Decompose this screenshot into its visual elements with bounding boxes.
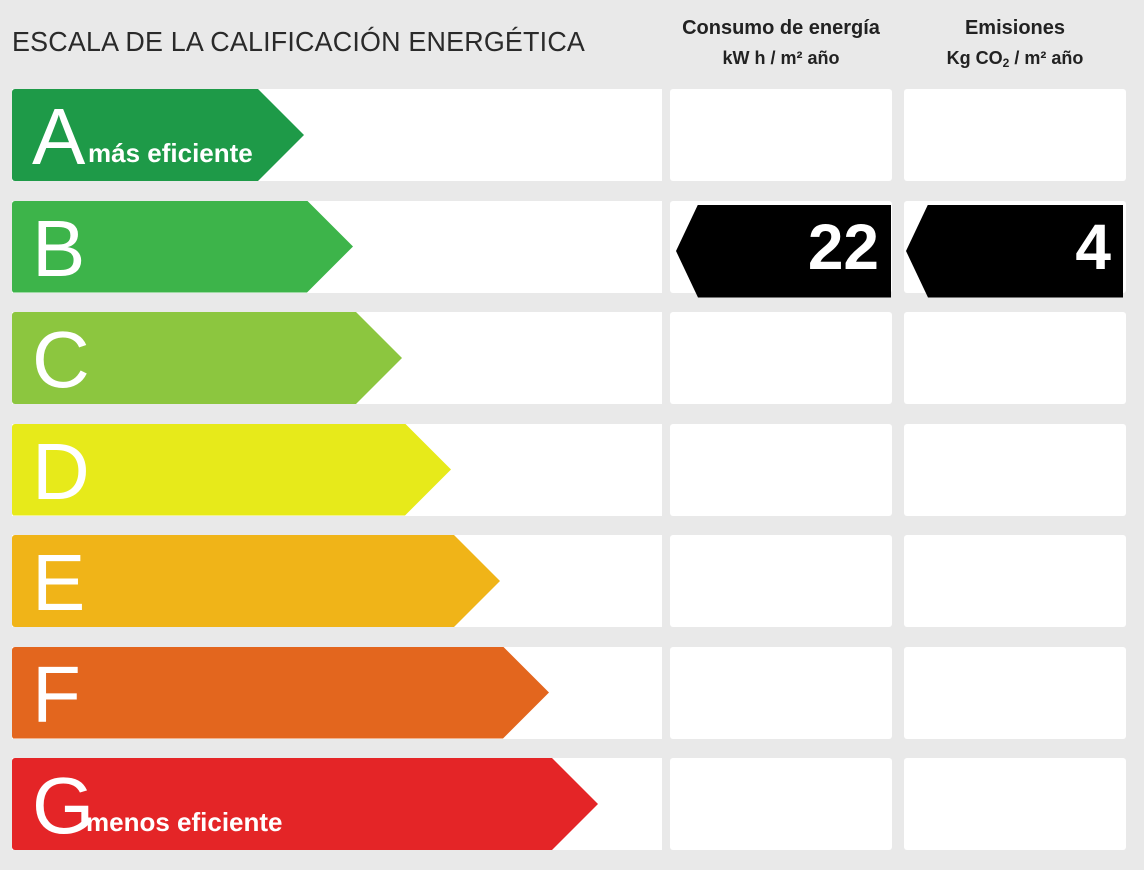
consumo-cell (670, 312, 892, 404)
emisiones-cell (904, 758, 1126, 850)
consumo-column-header: Consumo de energía kW h / m² año (670, 13, 892, 73)
emisiones-heading: Emisiones (964, 17, 1066, 39)
energy-row-b: B 22 4 (0, 200, 1144, 298)
emisiones-rating-pointer: 4 (906, 204, 1123, 298)
energy-class-letter: B (32, 203, 86, 293)
consumo-cell (670, 423, 892, 516)
energy-class-arrow-a (12, 89, 304, 181)
energy-class-letter: G (32, 761, 95, 850)
energy-class-letter: D (32, 426, 90, 516)
energy-class-arrow-g (12, 758, 598, 850)
energy-class-letter: E (32, 538, 86, 627)
energy-class-arrow-c (12, 312, 402, 404)
energy-row-f: F (0, 646, 1144, 739)
energy-row-d: D (0, 423, 1144, 516)
page-title: ESCALA DE LA CALIFICACIÓN ENERGÉTICA (12, 26, 586, 57)
consumo-rating-pointer: 22 (676, 204, 891, 298)
energy-row-c: C (0, 312, 1144, 404)
energy-row-e: E (0, 535, 1144, 627)
consumo-cell (670, 89, 892, 181)
consumo-cell (670, 535, 892, 627)
consumo-cell (670, 758, 892, 850)
emisiones-unit-suffix: / m² año (1009, 48, 1084, 68)
consumo-cell (670, 646, 892, 739)
energy-class-arrow-f (12, 647, 549, 739)
emisiones-unit-prefix: Kg CO (946, 48, 1003, 68)
energy-class-letter: C (32, 315, 90, 404)
emisiones-cell (904, 312, 1126, 404)
energy-class-arrow-e (12, 535, 500, 627)
emisiones-column-header: Emisiones Kg CO2 / m² año (904, 13, 1126, 78)
energy-class-letter: F (32, 649, 81, 739)
emisiones-cell (904, 89, 1126, 181)
energy-class-arrow-d (12, 424, 451, 516)
energy-class-tag: más eficiente (88, 138, 253, 168)
emisiones-unit-subscript: 2 (1002, 56, 1010, 70)
energy-class-arrow-b (12, 201, 353, 293)
consumo-rating-value: 22 (807, 210, 879, 283)
emisiones-cell (904, 646, 1126, 739)
emisiones-cell (904, 423, 1126, 516)
emisiones-cell (904, 535, 1126, 627)
emisiones-unit: Kg CO2 / m² año (904, 43, 1126, 78)
energy-class-tag: menos eficiente (86, 807, 283, 837)
consumo-unit: kW h / m² año (722, 48, 840, 68)
energy-class-letter: A (32, 92, 86, 181)
consumo-heading: Consumo de energía (682, 17, 880, 39)
emisiones-rating-value: 4 (1075, 210, 1111, 283)
